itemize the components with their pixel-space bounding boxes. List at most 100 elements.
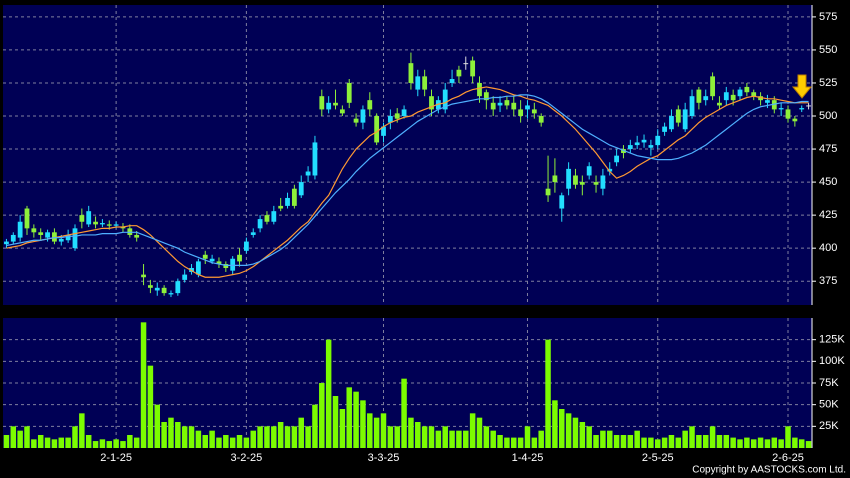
candle-body — [429, 96, 434, 110]
volume-bar — [764, 439, 771, 448]
candle-body — [38, 232, 44, 235]
candle-body — [792, 118, 798, 122]
price-panel — [3, 5, 812, 305]
candle-body — [134, 234, 140, 238]
candle-body — [717, 102, 722, 106]
candle-body — [806, 105, 811, 107]
candle-body — [209, 258, 215, 262]
x-tick-label: 3-2-25 — [230, 452, 262, 464]
candle-body — [696, 89, 702, 103]
candle-body — [271, 211, 277, 222]
volume-bar — [552, 400, 558, 448]
volume-bar — [661, 437, 668, 448]
candle-body — [771, 100, 777, 110]
candle-body — [319, 96, 325, 110]
candle-body — [168, 293, 174, 295]
volume-bar — [579, 422, 586, 448]
volume-bar — [223, 435, 229, 448]
volume-bar — [538, 430, 544, 448]
candle-body — [497, 102, 503, 106]
volume-bar — [421, 426, 428, 448]
candle-body — [52, 232, 57, 242]
candle-body — [669, 116, 674, 130]
candle-body — [545, 188, 551, 196]
candle-body — [586, 166, 592, 176]
volume-bar — [716, 435, 723, 448]
volume-bar — [243, 437, 250, 448]
volume-bar — [469, 413, 476, 448]
volume-bar — [428, 426, 435, 448]
candle-body — [483, 92, 489, 101]
volume-bar — [627, 435, 634, 448]
volume-bar — [175, 422, 181, 448]
volume-bar — [127, 435, 133, 448]
candle-body — [703, 96, 709, 101]
volume-bar — [675, 437, 682, 448]
candle-body — [223, 264, 229, 268]
candle-body — [264, 215, 270, 222]
volume-bar — [778, 439, 784, 448]
candle-body — [79, 215, 85, 222]
volume-bar — [600, 430, 606, 448]
moving-average-line — [6, 94, 809, 266]
candle-body — [456, 69, 462, 77]
volume-bar — [291, 426, 298, 448]
volume-bar — [805, 441, 812, 448]
candle-body — [504, 100, 510, 106]
candle-body — [463, 63, 469, 65]
volume-bar — [634, 430, 640, 448]
candle-body — [195, 261, 201, 275]
volume-bar — [792, 437, 798, 448]
candle-body — [374, 116, 380, 143]
candle-body — [216, 261, 222, 265]
candle-body — [607, 168, 613, 172]
volume-bar — [216, 437, 222, 448]
volume-bar — [92, 441, 99, 448]
x-tick-label: 2-6-25 — [772, 452, 804, 464]
volume-bar — [442, 426, 448, 448]
volume-bar — [284, 426, 291, 448]
candle-body — [518, 109, 524, 117]
candle-body — [161, 287, 167, 294]
volume-bar — [3, 435, 10, 448]
volume-bar — [181, 426, 188, 448]
volume-bar — [524, 426, 531, 448]
candle-body — [737, 89, 743, 97]
volume-bar — [85, 435, 92, 448]
x-tick-label: 2-1-25 — [100, 452, 132, 464]
y-tick-label: 375 — [819, 275, 837, 287]
candle-body — [600, 175, 606, 189]
volume-bar — [682, 430, 688, 448]
volume-bar — [305, 426, 311, 448]
plot-layer: 375 400 425 450 475 500 525 550 575 25K 50K 75K 100K… — [3, 5, 845, 464]
x-tick-label: 1-4-25 — [512, 452, 544, 464]
volume-bar — [723, 435, 730, 448]
volume-bar — [415, 422, 421, 448]
candle-body — [291, 188, 297, 206]
candle-body — [237, 254, 242, 262]
volume-bar — [147, 365, 154, 448]
volume-bar — [250, 430, 256, 448]
candle-body — [298, 182, 304, 196]
candle-body — [614, 155, 620, 163]
candle-body — [675, 109, 681, 123]
x-tick-label: 3-3-25 — [368, 452, 400, 464]
candle-body — [113, 224, 119, 226]
volume-bar — [236, 435, 243, 448]
candle-body — [58, 238, 64, 242]
volume-bar — [154, 404, 161, 448]
y-tick-label: 75K — [819, 377, 839, 389]
candle-body — [422, 76, 428, 90]
volume-bar — [771, 437, 778, 448]
volume-bar — [202, 435, 208, 448]
volume-bar — [325, 339, 332, 448]
copyright: Copyright by AASTOCKS.com Ltd. — [692, 465, 846, 476]
y-tick-label: 50K — [819, 399, 839, 411]
volume-bar — [367, 413, 373, 448]
volume-bar — [654, 439, 661, 448]
candle-body — [17, 221, 23, 238]
volume-bar — [750, 439, 757, 448]
candle-body — [765, 100, 770, 103]
volume-bar — [44, 437, 51, 448]
volume-bar — [339, 409, 346, 448]
